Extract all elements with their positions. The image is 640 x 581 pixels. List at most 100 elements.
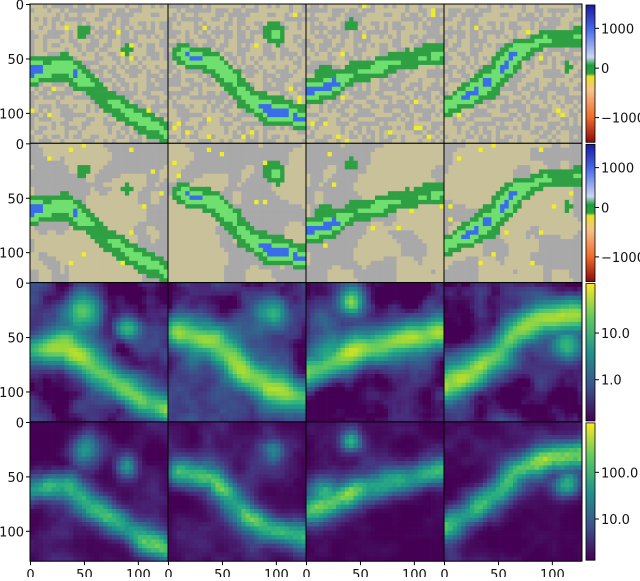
heatmap-cell: [456, 60, 462, 66]
heatmap-cell: [129, 256, 134, 262]
heatmap-cell: [306, 60, 311, 66]
heatmap-cell: [133, 212, 139, 218]
heatmap-cell: [500, 43, 505, 48]
heatmap-cell: [564, 56, 570, 61]
heatmap-cell: [68, 221, 74, 227]
heatmap-cell: [129, 208, 134, 214]
heatmap-cell: [228, 121, 234, 127]
heatmap-cell: [306, 51, 311, 57]
heatmap-cell: [525, 17, 531, 22]
heatmap-cell: [81, 82, 87, 88]
heatmap-cell: [60, 69, 65, 74]
heatmap-cell: [94, 138, 100, 144]
heatmap-cell: [111, 8, 117, 14]
heatmap-cell: [560, 21, 566, 27]
heatmap-cell: [525, 91, 531, 96]
heatmap-cell: [120, 252, 126, 257]
heatmap-cell: [508, 125, 514, 131]
heatmap-cell: [42, 38, 48, 44]
heatmap-cell: [120, 256, 126, 262]
heatmap-cell: [120, 130, 126, 135]
heatmap-cell: [206, 17, 212, 22]
heatmap-cell: [124, 230, 130, 236]
heatmap-cell: [215, 125, 221, 131]
heatmap-cell: [163, 51, 169, 57]
heatmap-cell: [422, 112, 428, 118]
heatmap-cell: [198, 112, 203, 118]
heatmap-cell: [344, 17, 350, 22]
heatmap-cell: [99, 86, 104, 92]
heatmap-cell: [500, 138, 505, 144]
heatmap-cell: [211, 51, 216, 57]
heatmap-cell: [301, 117, 307, 122]
heatmap-cell: [392, 112, 397, 118]
heatmap-cell: [111, 60, 117, 66]
heatmap-cell: [116, 78, 121, 83]
heatmap-cell: [107, 73, 113, 79]
heatmap-cell: [280, 117, 285, 122]
heatmap-cell: [232, 91, 238, 96]
heatmap-cell: [275, 130, 281, 135]
heatmap-cell: [288, 4, 294, 9]
heatmap-cell: [556, 60, 561, 66]
heatmap-cell: [163, 252, 169, 257]
heatmap-cell: [176, 78, 182, 83]
heatmap-cell: [189, 12, 195, 18]
heatmap-cell: [275, 30, 281, 35]
heatmap-cell: [116, 138, 121, 144]
heatmap-cell: [176, 117, 182, 122]
heatmap-cell: [288, 64, 294, 70]
heatmap-cell: [168, 60, 173, 66]
heatmap-cell: [198, 38, 203, 44]
heatmap-cell: [34, 226, 39, 231]
heatmap-cell: [551, 121, 557, 127]
heatmap-cell: [64, 99, 70, 105]
heatmap-cell: [293, 104, 298, 109]
heatmap-cell: [219, 117, 225, 122]
heatmap-cell: [534, 91, 540, 96]
heatmap-cell: [142, 108, 147, 114]
heatmap-cell: [521, 130, 527, 135]
heatmap-cell: [551, 8, 557, 14]
heatmap-cell: [60, 12, 65, 18]
heatmap-cell: [206, 117, 212, 122]
heatmap-cell: [396, 47, 402, 53]
heatmap-cell: [448, 138, 453, 144]
heatmap-cell: [133, 199, 139, 205]
heatmap-cell: [271, 4, 277, 9]
heatmap-cell: [500, 121, 505, 127]
heatmap-cell: [86, 260, 91, 266]
heatmap-cell: [534, 117, 540, 122]
heatmap-cell: [116, 243, 121, 249]
heatmap-cell: [73, 191, 78, 196]
heatmap-cell: [155, 30, 160, 35]
heatmap-cell: [77, 252, 83, 257]
heatmap-cell: [150, 60, 156, 66]
heatmap-cell: [77, 173, 83, 179]
heatmap-cell: [474, 104, 479, 109]
heatmap-cell: [284, 112, 290, 118]
heatmap-cell: [293, 64, 298, 70]
heatmap-cell: [331, 30, 337, 35]
heatmap-cell: [133, 143, 139, 148]
panels: [29, 3, 583, 562]
heatmap-cell: [534, 21, 540, 27]
heatmap-cell: [491, 69, 497, 74]
heatmap-cell: [172, 47, 177, 53]
heatmap-cell: [318, 64, 324, 70]
heatmap-cell: [206, 86, 212, 92]
heatmap-cell: [202, 130, 208, 135]
heatmap-cell: [435, 104, 441, 109]
heatmap-cell: [306, 43, 311, 48]
heatmap-cell: [64, 143, 70, 148]
heatmap-cell: [392, 99, 397, 105]
heatmap-cell: [189, 91, 195, 96]
heatmap-cell: [116, 69, 121, 74]
heatmap-cell: [517, 86, 522, 92]
heatmap-cell: [232, 8, 238, 14]
heatmap-cell: [573, 47, 579, 53]
heatmap-cell: [517, 138, 522, 144]
heatmap-cell: [107, 95, 113, 101]
heatmap-cell: [68, 239, 74, 244]
heatmap-cell: [435, 78, 441, 83]
